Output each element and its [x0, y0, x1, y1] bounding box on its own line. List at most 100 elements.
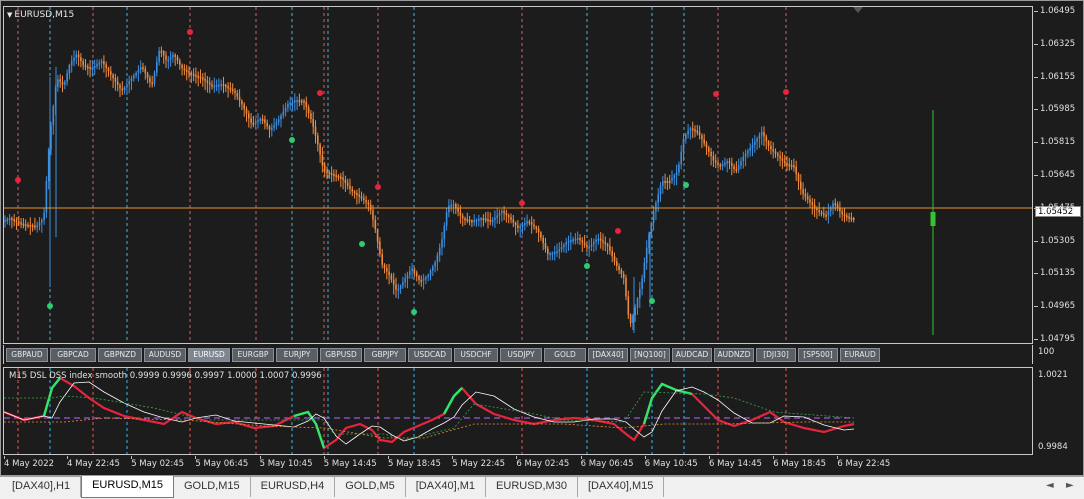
symbol-button-gbpnzd[interactable]: GBPNZD: [98, 347, 142, 362]
candle-body: [698, 131, 701, 136]
candle-body: [551, 252, 554, 255]
candle-body: [724, 162, 726, 165]
candle-body: [689, 128, 692, 131]
chart-tab[interactable]: [DAX40],M15: [578, 477, 665, 497]
indicator-axis-low: 0.9984: [1038, 442, 1068, 452]
candle-body: [827, 211, 830, 216]
symbol-button-eurgbp[interactable]: EURGBP: [232, 347, 274, 362]
candle-body: [648, 234, 650, 248]
symbol-button-gbpcad[interactable]: GBPCAD: [50, 347, 96, 362]
chart-tab[interactable]: [DAX40],H1: [2, 477, 82, 497]
candle-body: [353, 191, 356, 194]
candle-body: [455, 204, 457, 208]
price-chart-area[interactable]: ▼ EURUSD,M15: [3, 6, 1033, 344]
candle-body: [804, 193, 807, 197]
chart-tab[interactable]: GOLD,M15: [174, 477, 251, 497]
symbol-button-nq100[interactable]: [NQ100]: [630, 347, 670, 362]
candle-body: [652, 211, 655, 223]
candle-body: [349, 185, 351, 189]
candle-body: [749, 147, 751, 151]
candle-body: [420, 279, 423, 282]
symbol-button-audusd[interactable]: AUDUSD: [144, 347, 186, 362]
candle-body: [542, 237, 544, 244]
candle-body: [296, 100, 298, 103]
time-label: 5 May 06:45: [195, 459, 249, 469]
candle-body: [599, 238, 602, 241]
candle-body: [404, 278, 406, 283]
candle-body: [61, 82, 64, 85]
time-tick: [580, 456, 582, 459]
symbol-button-audnzd[interactable]: AUDNZD: [714, 347, 754, 362]
candle-body: [383, 264, 386, 269]
candle-body: [786, 163, 788, 165]
candle-body: [158, 50, 160, 62]
candle-body: [190, 72, 193, 75]
candle-body: [629, 314, 632, 323]
candle-body: [358, 194, 360, 197]
chart-tab[interactable]: EURUSD,M15: [81, 476, 174, 498]
candle-body: [533, 224, 535, 227]
indicator-axis-high: 1.0021: [1038, 370, 1068, 380]
candle-body: [694, 129, 696, 132]
symbol-button-audcad[interactable]: AUDCAD: [672, 347, 712, 362]
symbol-button-dji30[interactable]: [DJI30]: [756, 347, 796, 362]
candle-body: [204, 78, 206, 81]
symbol-button-gbpusd[interactable]: GBPUSD: [320, 347, 362, 362]
indicator-subwindow[interactable]: M15 DSL DSS index smooth 0.9999 0.9996 0…: [3, 367, 1033, 455]
symbol-button-sp500[interactable]: [SP500]: [798, 347, 838, 362]
candle-body: [560, 247, 563, 250]
candle-body: [609, 245, 611, 251]
candle-body: [611, 250, 613, 257]
chart-tab[interactable]: EURUSD,H4: [251, 477, 336, 497]
candle-body: [105, 64, 107, 68]
symbol-button-euraud[interactable]: EURAUD: [840, 347, 880, 362]
candle-body: [18, 221, 20, 224]
candle-body: [323, 165, 326, 172]
chart-tab[interactable]: GOLD,M5: [335, 477, 406, 497]
tab-scroll-right-icon[interactable]: ►: [1066, 480, 1074, 491]
tab-scroll-left-icon[interactable]: ◄: [1046, 480, 1054, 491]
candle-body: [379, 241, 381, 255]
candle-body: [742, 156, 745, 162]
symbol-button-gbpjpy[interactable]: GBPJPY: [364, 347, 406, 362]
candle-body: [165, 55, 167, 60]
chart-shift-marker-icon[interactable]: [853, 7, 863, 13]
dropdown-triangle-icon[interactable]: ▼: [7, 11, 13, 19]
candle-body: [841, 211, 843, 215]
candle-body: [783, 160, 786, 163]
candle-body: [259, 118, 262, 121]
symbol-button-strip: GBPAUD GBPCAD GBPNZD AUDUSD EURUSD EURGBP EURJ…: [3, 345, 1033, 364]
price-label: 1.05985: [1040, 104, 1076, 115]
symbol-button-dax40[interactable]: [DAX40]: [588, 347, 628, 362]
symbol-button-usdchf[interactable]: USDCHF: [454, 347, 498, 362]
candle-body: [549, 253, 551, 256]
sell-signal-dot: [519, 200, 525, 206]
chart-tab[interactable]: [DAX40],M1: [406, 477, 487, 497]
symbol-button-usdjpy[interactable]: USDJPY: [500, 347, 542, 362]
symbol-button-eurusd[interactable]: EURUSD: [188, 347, 230, 362]
chart-window[interactable]: ▼ EURUSD,M15 1.05452 1.06495 1.06325 1.061…: [0, 0, 1084, 476]
candle-body: [593, 241, 595, 245]
chart-symbol-title[interactable]: ▼ EURUSD,M15: [7, 10, 74, 20]
candle-body: [781, 158, 784, 161]
symbol-button-eurjpy[interactable]: EURJPY: [276, 347, 318, 362]
candlestick-chart[interactable]: [4, 7, 1033, 344]
candle-body: [535, 226, 538, 229]
candle-body: [708, 147, 710, 152]
candle-body: [282, 111, 285, 116]
candle-body: [409, 271, 411, 275]
candle-body: [126, 84, 128, 88]
chart-tab[interactable]: EURUSD,M30: [486, 477, 578, 497]
price-axis[interactable]: 1.05452 1.06495 1.06325 1.06155 1.05985 1.05…: [1034, 6, 1084, 344]
price-tick: [1034, 11, 1038, 12]
candle-body: [434, 262, 436, 267]
candle-body: [717, 162, 719, 165]
candle-body: [82, 61, 84, 66]
symbol-button-gold[interactable]: GOLD: [544, 347, 586, 362]
candle-body: [829, 207, 832, 212]
symbol-button-gbpaud[interactable]: GBPAUD: [6, 347, 48, 362]
symbol-button-usdcad[interactable]: USDCAD: [408, 347, 452, 362]
candle-body: [218, 84, 220, 87]
candle-body: [328, 172, 331, 175]
price-tick: [1034, 43, 1038, 45]
